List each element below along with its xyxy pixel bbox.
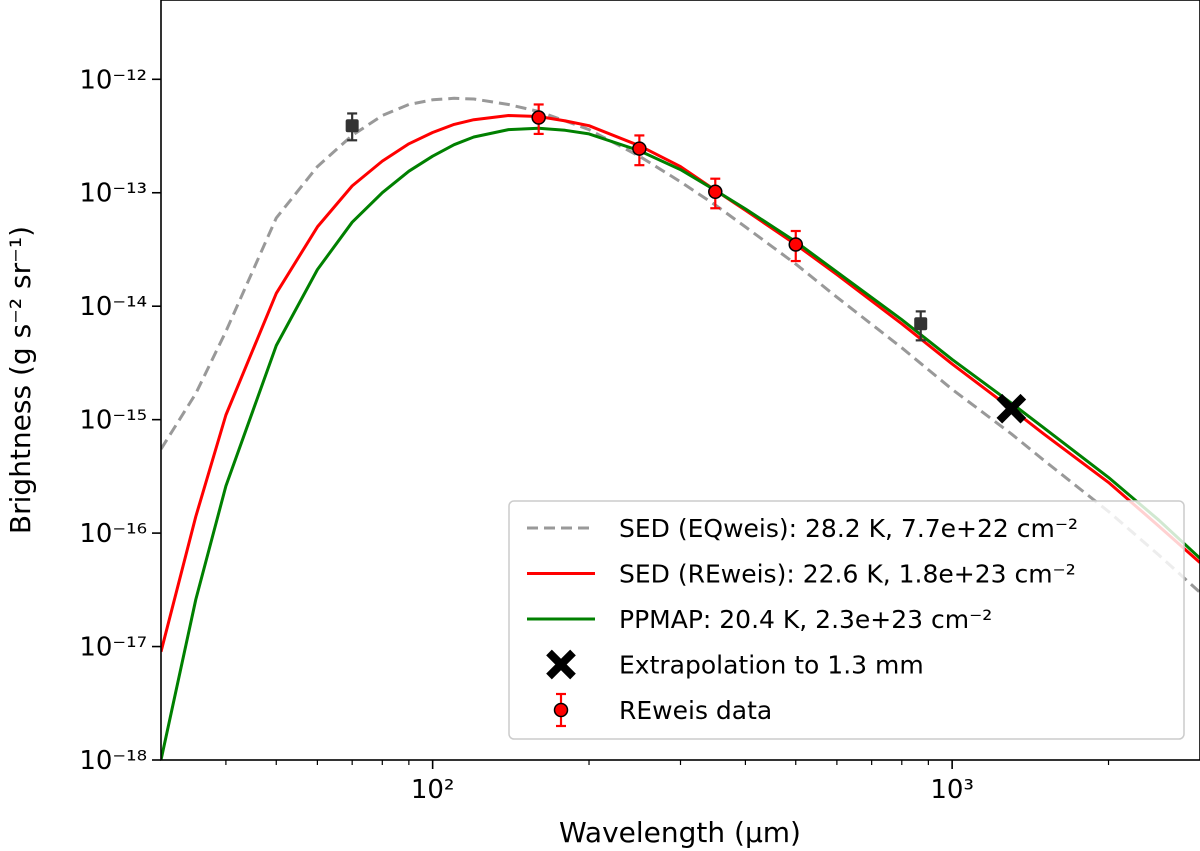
legend-label: PPMAP: 20.4 K, 2.3e+23 cm⁻²: [619, 605, 992, 634]
series-line-1: [161, 114, 1200, 653]
series-line-0: [161, 96, 1200, 594]
y-tick-label: 10⁻¹⁸: [79, 746, 147, 776]
x-tick-label: 10³: [930, 775, 974, 805]
y-tick-label: 10⁻¹⁴: [79, 292, 147, 322]
data-point: [914, 317, 928, 331]
legend-label: SED (EQweis): 28.2 K, 7.7e+22 cm⁻²: [619, 514, 1078, 543]
series-layer: [161, 96, 1200, 760]
plot-frame: [160, 0, 1200, 761]
legend-label: Extrapolation to 1.3 mm: [619, 651, 924, 680]
data-point: [345, 119, 359, 133]
data-point: [632, 141, 647, 156]
y-tick-label: 10⁻¹⁷: [79, 633, 147, 663]
y-axis-title: Brightness (g s⁻² sr⁻¹): [4, 226, 37, 534]
data-point: [788, 237, 804, 252]
axis-layer: 10² 10³ 10⁻¹⁸ 10⁻¹⁷ 10⁻¹⁶ 10⁻¹⁵ 10⁻¹⁴ 10⁻¹³ 10⁻¹…: [79, 65, 1110, 805]
data-point: [708, 184, 723, 200]
legend-label: REweis data: [619, 696, 772, 725]
legend-label: SED (REweis): 22.6 K, 1.8e+23 cm⁻²: [619, 560, 1076, 589]
legend-handle-point: [553, 702, 569, 718]
legend-handle-x: [546, 649, 576, 680]
x-tick-label: 10²: [411, 775, 455, 805]
y-tick-label: 10⁻¹²: [79, 65, 147, 95]
y-tick-label: 10⁻¹⁵: [79, 406, 147, 436]
data-point: [531, 110, 546, 125]
extrapolation-marker: [996, 393, 1027, 424]
y-tick-label: 10⁻¹³: [79, 179, 147, 209]
points-layer: [345, 103, 1027, 424]
x-axis-title: Wavelength (μm): [559, 816, 801, 849]
series-line-2: [161, 126, 1200, 760]
y-tick-label: 10⁻¹⁶: [79, 519, 147, 549]
legend-box: [508, 500, 1185, 740]
legend: SED (EQweis): 28.2 K, 7.7e+22 cm⁻² SED (R…: [508, 500, 1185, 740]
